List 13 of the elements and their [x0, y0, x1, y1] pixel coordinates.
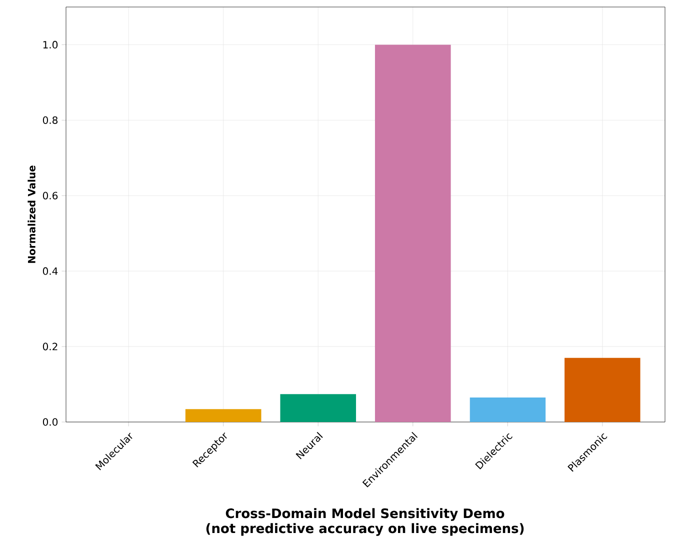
bar [564, 358, 640, 422]
y-tick-label: 0.4 [42, 267, 58, 275]
bar [470, 397, 546, 422]
y-tick-label: 0.8 [42, 116, 58, 124]
y-tick-label: 0.6 [42, 192, 58, 200]
bar [374, 44, 451, 422]
bar [280, 394, 356, 422]
y-tick-label: 1.0 [43, 40, 58, 49]
y-tick-label: 0.0 [42, 418, 58, 426]
text: Cross-Domain Model Sensitivity Demo (not predictive accuracy on live specimens) [206, 508, 524, 536]
y-axis-title: Normalized Value [28, 166, 36, 263]
y-tick-label: 0.2 [42, 342, 58, 350]
bar [185, 409, 262, 422]
